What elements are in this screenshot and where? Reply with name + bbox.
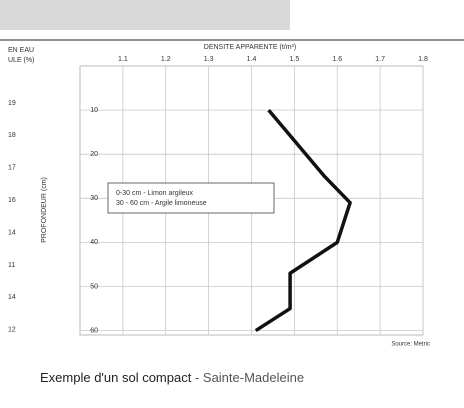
y-tick-label: 40 — [90, 239, 98, 246]
left-label: 19 — [8, 100, 16, 107]
y-tick-label: 30 — [90, 195, 98, 202]
x-tick-label: 1.6 — [332, 56, 342, 63]
left-header: ULE (%) — [8, 57, 34, 64]
y-tick-label: 10 — [90, 107, 98, 114]
left-label: 17 — [8, 165, 16, 172]
caption-place: - Sainte-Madeleine — [191, 370, 304, 385]
y-tick-label: 60 — [90, 327, 98, 334]
left-label: 14 — [8, 229, 16, 236]
caption: Exemple d'un sol compact - Sainte-Madele… — [40, 370, 304, 385]
left-label: 11 — [8, 262, 15, 269]
left-label: 12 — [8, 327, 16, 334]
x-tick-label: 1.5 — [290, 56, 300, 63]
cropped-image-strip — [0, 0, 290, 30]
legend-text: 0-30 cm - Limon argileux — [116, 190, 194, 197]
page: {"chart_data": {"type": "line", "title":… — [0, 0, 464, 408]
x-tick-label: 1.1 — [118, 56, 128, 63]
profile-line — [256, 110, 350, 330]
y-tick-label: 20 — [90, 151, 98, 158]
x-tick-label: 1.3 — [204, 56, 214, 63]
legend-frame — [108, 183, 274, 213]
x-tick-label: 1.2 — [161, 56, 171, 63]
left-label: 18 — [8, 132, 16, 139]
legend-text: 30 - 60 cm - Argile limoneuse — [116, 200, 207, 207]
left-header: EN EAU — [8, 47, 34, 54]
x-tick-label: 1.7 — [375, 56, 385, 63]
x-axis-title: DENSITE APPARENTE (t/m³) — [204, 44, 296, 51]
y-axis-title: PROFONDEUR (cm) — [41, 177, 48, 243]
x-tick-label: 1.8 — [418, 56, 428, 63]
y-tick-label: 50 — [90, 283, 98, 290]
chart: DENSITE APPARENTE (t/m³) EN EAU ULE (%) … — [0, 0, 464, 408]
x-tick-label: 1.4 — [247, 56, 257, 63]
source: Source: Metric — [391, 342, 430, 348]
left-label: 14 — [8, 294, 16, 301]
left-label: 16 — [8, 197, 16, 204]
caption-main: Exemple d'un sol compact — [40, 370, 192, 385]
legend-box: 0-30 cm - Limon argileux 30 - 60 cm - Arg… — [108, 183, 274, 213]
